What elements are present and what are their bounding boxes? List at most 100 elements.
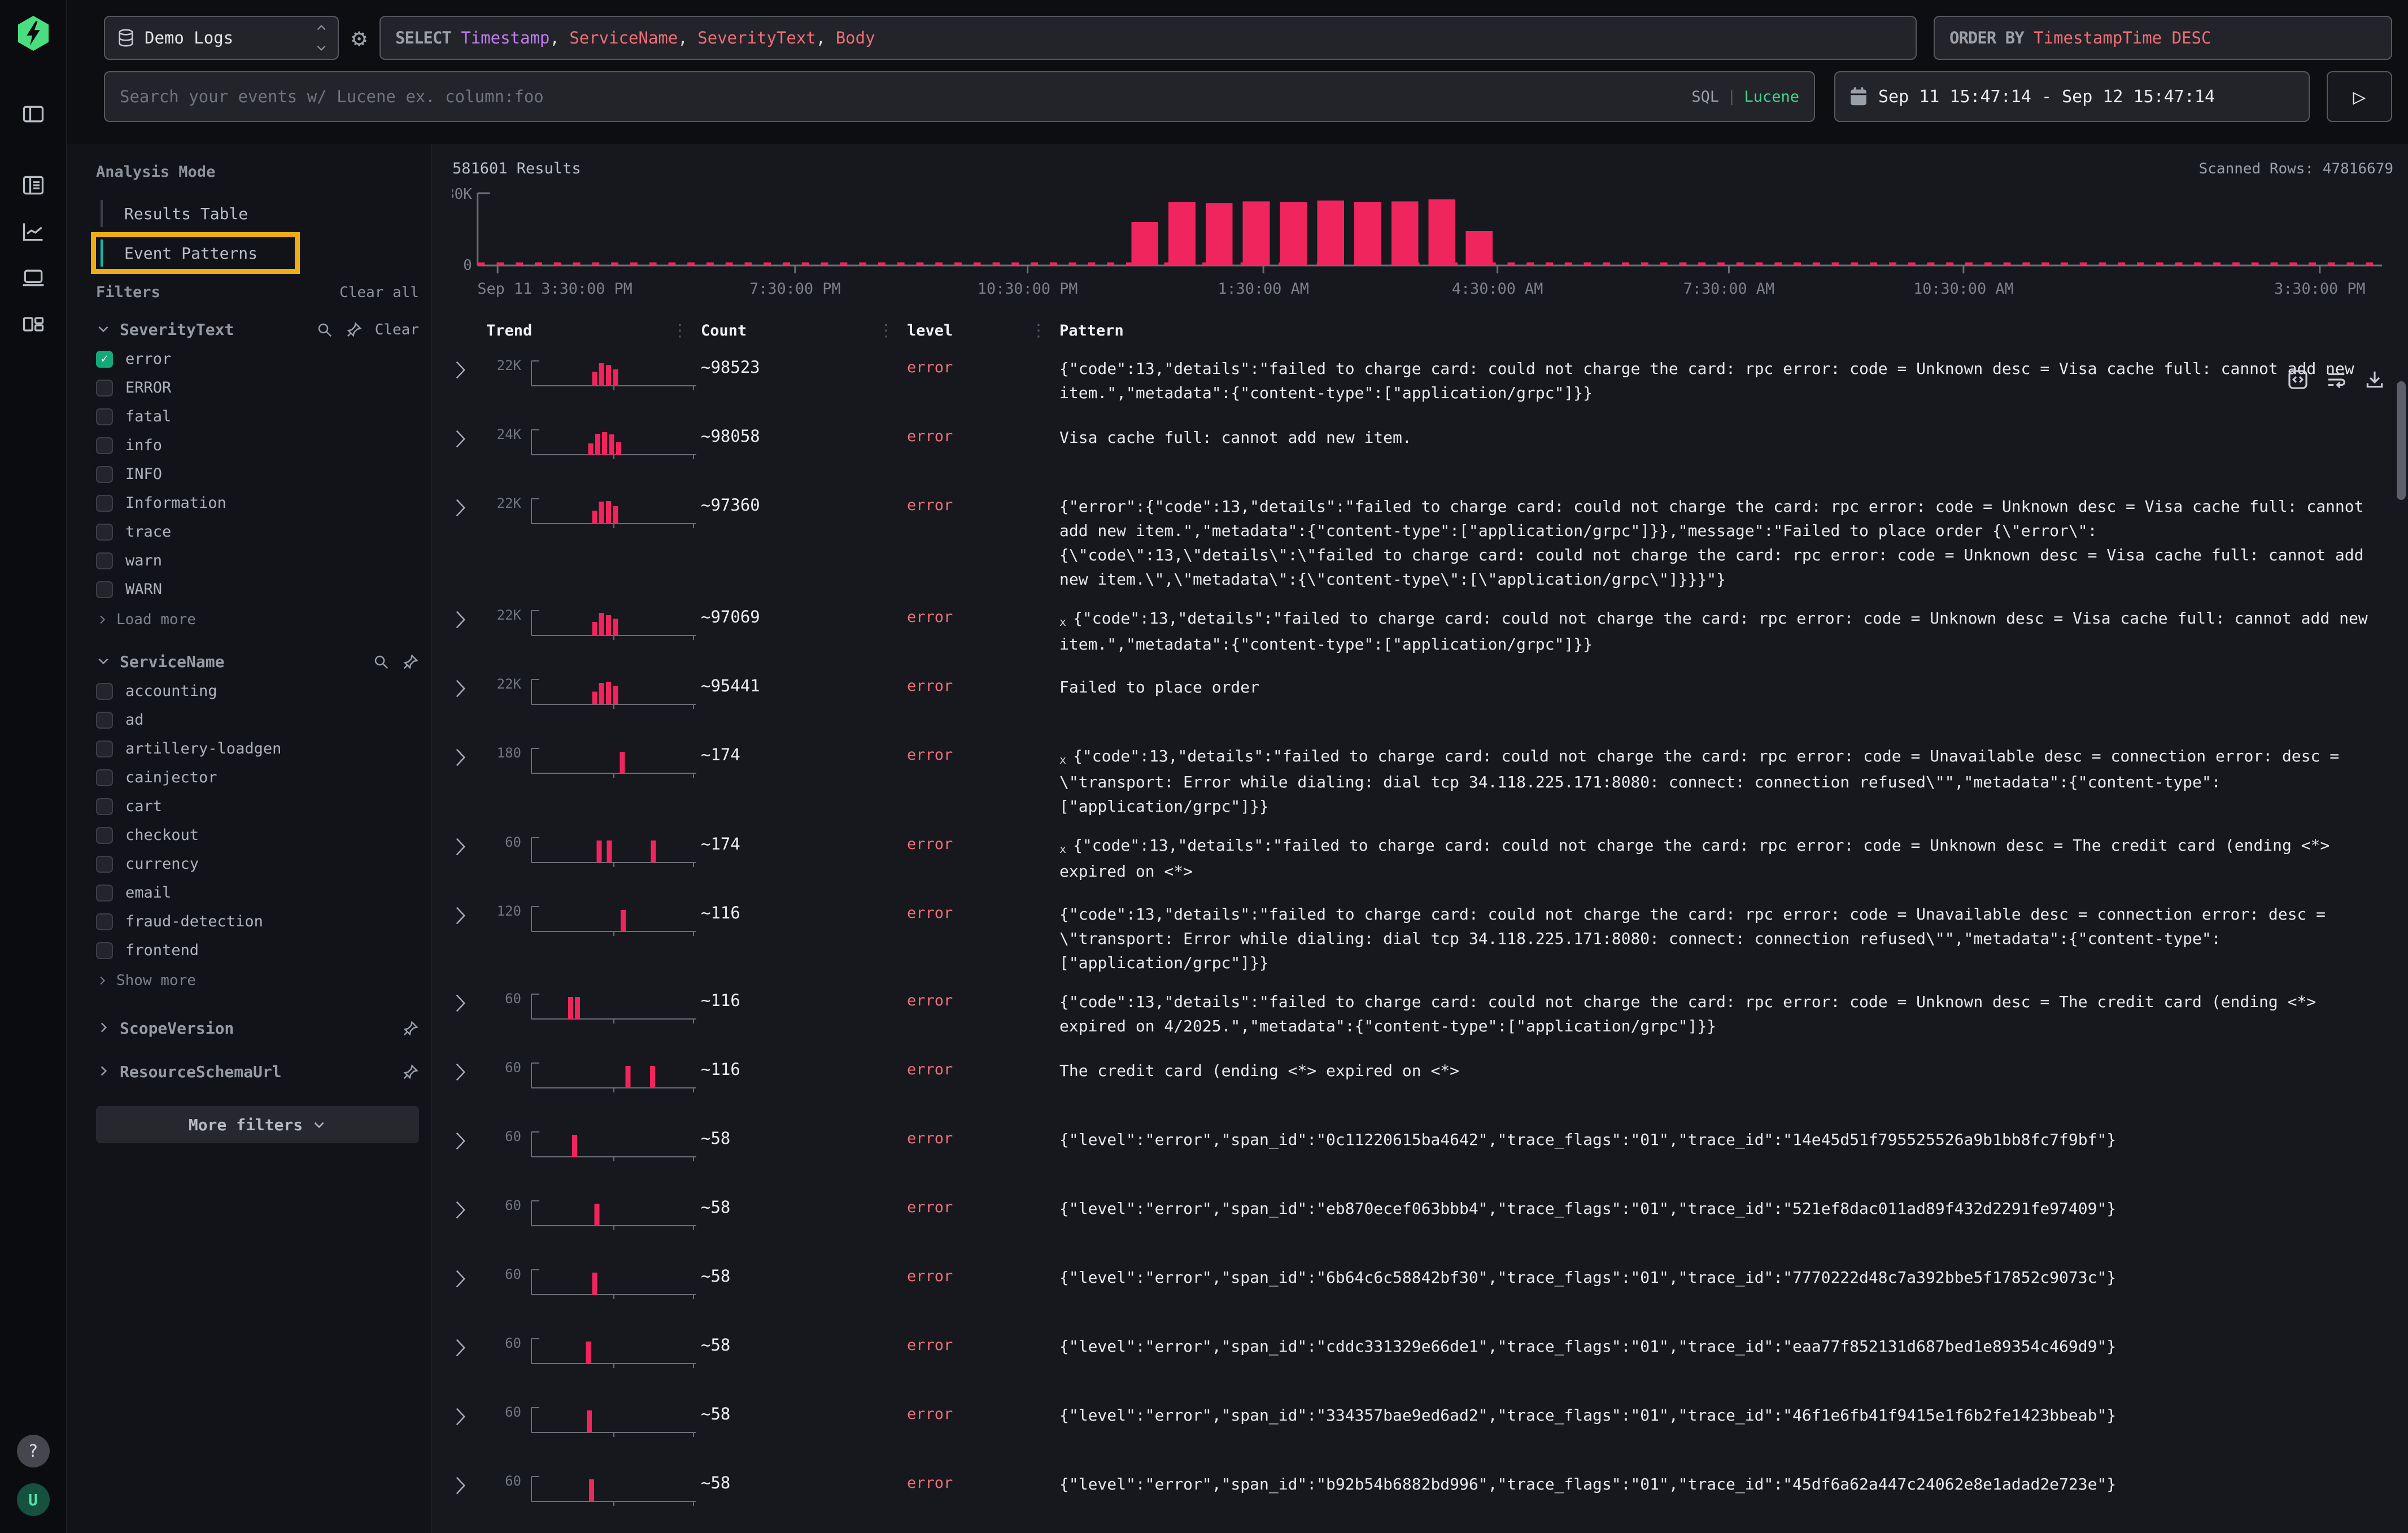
show-more-button[interactable]: Show more [96,967,419,994]
help-button[interactable]: ? [16,1435,50,1467]
filter-option[interactable]: WARN [96,575,419,604]
filter-option[interactable]: ERROR [96,373,419,402]
table-row[interactable]: 22K ~98523 error {"code":13,"details":"f… [452,345,2393,414]
column-header-trend[interactable]: Trend [486,321,533,339]
filter-option[interactable]: accounting [96,677,419,705]
table-row[interactable]: 60 ~58 error {"level":"error","span_id":… [452,1461,2393,1530]
expand-row-icon[interactable] [452,1200,468,1220]
checkbox[interactable] [96,740,113,757]
filter-option[interactable]: fatal [96,402,419,431]
checkbox[interactable] [96,826,113,844]
more-filters-button[interactable]: More filters [96,1106,419,1143]
expand-row-icon[interactable] [452,905,468,926]
checkbox[interactable] [96,711,113,729]
expand-row-icon[interactable] [452,1062,468,1082]
filter-option[interactable]: cainjector [96,763,419,792]
filter-option[interactable]: trace [96,517,419,546]
table-row[interactable]: 22K ~95441 error Failed to place order [452,664,2393,733]
view-source-icon[interactable] [2287,369,2309,390]
search-filter-icon[interactable] [316,321,333,338]
expand-row-icon[interactable] [452,1269,468,1289]
filter-option[interactable]: warn [96,546,419,575]
checkbox[interactable] [96,494,113,512]
checkbox[interactable] [96,942,113,959]
sidebar-toggle-icon[interactable] [20,101,47,128]
filter-option[interactable]: cart [96,792,419,821]
expand-row-icon[interactable] [452,360,468,380]
pin-icon[interactable] [402,1020,419,1037]
table-row[interactable]: 60 ~174 error x {"code":13,"details":"fai… [452,822,2393,891]
clear-group-button[interactable]: Clear [374,321,419,338]
search-filter-icon[interactable] [373,654,390,670]
filter-option[interactable]: currency [96,850,419,878]
checkbox[interactable] [96,682,113,700]
date-range-picker[interactable]: Sep 11 15:47:14 - Sep 12 15:47:14 [1834,71,2310,122]
expand-row-icon[interactable] [452,747,468,768]
checkbox[interactable] [96,465,113,483]
filter-option[interactable]: artillery-loadgen [96,734,419,763]
chevron-down-icon[interactable] [96,321,113,338]
select-clause-input[interactable]: SELECT Timestamp, ServiceName, SeverityT… [379,16,1917,60]
scrollbar-thumb[interactable] [2397,381,2406,500]
column-header-pattern[interactable]: Pattern [1030,321,2393,341]
nav-dashboards-icon[interactable] [20,311,47,338]
filter-option[interactable]: checkout [96,821,419,850]
table-row[interactable]: 60 ~116 error {"code":13,"details":"fail… [452,978,2393,1047]
expand-row-icon[interactable] [452,429,468,449]
filter-option[interactable]: frontend [96,936,419,965]
order-by-input[interactable]: ORDER BY TimestampTime DESC [1934,16,2392,60]
checkbox[interactable] [96,769,113,786]
filter-option[interactable]: INFO [96,460,419,489]
clear-all-filters-button[interactable]: Clear all [339,284,419,301]
results-histogram[interactable]: 80K 0 Sep 11 3:30:00 PM 7:30:00 PM 10:30:00 … [452,183,2393,316]
lucene-toggle[interactable]: Lucene [1744,88,1799,106]
expand-row-icon[interactable] [452,1131,468,1151]
app-logo-icon[interactable] [16,15,51,52]
table-row[interactable]: 120 ~116 error {"code":13,"details":"fai… [452,891,2393,978]
analysis-mode-option[interactable]: Event Patterns [96,237,295,269]
pin-icon[interactable] [402,654,419,670]
column-header-level[interactable]: level [878,321,1059,341]
checkbox[interactable] [96,855,113,873]
wrap-lines-icon[interactable] [2326,369,2347,390]
chevron-down-icon[interactable] [96,654,113,670]
expand-row-icon[interactable] [452,1475,468,1496]
search-input[interactable] [120,87,1681,106]
source-selector[interactable]: Demo Logs [104,16,339,60]
checkbox[interactable] [96,552,113,569]
table-row[interactable]: 60 ~58 error {"level":"error","span_id":… [452,1323,2393,1392]
table-row[interactable]: 24K ~98058 error Visa cache full: cannot… [452,414,2393,483]
filter-option[interactable]: ad [96,705,419,734]
table-row[interactable]: 22K ~97069 error x {"code":13,"details":"… [452,595,2393,664]
nav-search-logs-icon[interactable] [20,172,47,199]
checkbox[interactable] [96,798,113,815]
checkbox[interactable] [96,408,113,425]
download-icon[interactable] [2364,369,2385,390]
run-query-button[interactable]: ▷ [2327,71,2392,122]
filter-option[interactable]: fraud-detection [96,907,419,936]
column-header-count[interactable]: Count [671,321,907,341]
filter-option[interactable]: info [96,431,419,460]
filter-option[interactable]: Information [96,489,419,517]
expand-row-icon[interactable] [452,609,468,630]
expand-row-icon[interactable] [452,498,468,518]
user-avatar[interactable]: U [16,1483,50,1516]
load-more-button[interactable]: Load more [96,606,419,633]
expand-row-icon[interactable] [452,1406,468,1427]
table-row[interactable]: 60 ~58 error {"level":"error","span_id":… [452,1392,2393,1461]
expand-row-icon[interactable] [452,993,468,1013]
filter-option[interactable]: error [96,345,419,373]
checkbox[interactable] [96,379,113,397]
nav-chart-icon[interactable] [20,218,47,245]
sql-toggle[interactable]: SQL [1691,88,1720,106]
filter-option[interactable]: email [96,878,419,907]
analysis-mode-option[interactable]: Results Table [96,198,295,229]
checkbox[interactable] [96,581,113,598]
checkbox[interactable] [96,437,113,454]
nav-clientside-icon[interactable] [20,264,47,291]
table-row[interactable]: 22K ~97360 error {"error":{"code":13,"de… [452,483,2393,595]
scrollbar[interactable] [2397,381,2406,1528]
expand-row-icon[interactable] [452,837,468,857]
pin-icon[interactable] [346,321,363,338]
table-row[interactable]: 180 ~174 error x {"code":13,"details":"fa… [452,733,2393,822]
